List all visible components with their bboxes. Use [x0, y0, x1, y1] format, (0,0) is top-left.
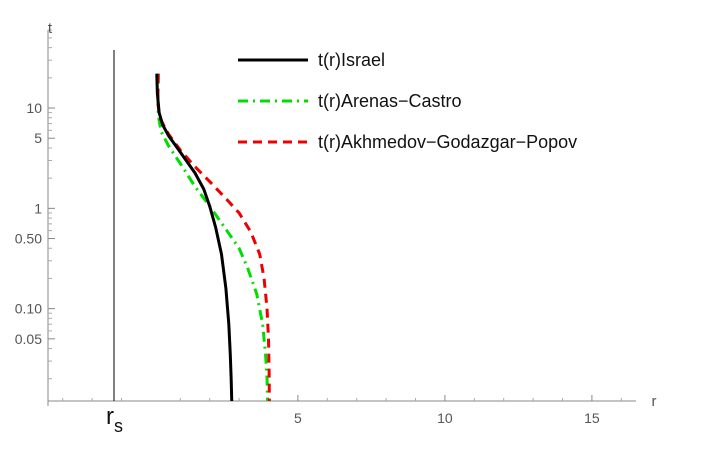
legend: t(r)Israel t(r)Arenas−Castro t(r)Akhmedo… — [238, 50, 577, 152]
y-tick-label: 0.50 — [15, 231, 42, 247]
rs-label-main: r — [106, 403, 114, 430]
y-axis-label: t — [48, 20, 53, 37]
series-line-0 — [155, 73, 234, 402]
x-axis-label: r — [652, 393, 657, 410]
y-ticks: 10 5 1 0.50 0.10 0.05 — [15, 29, 55, 380]
rs-tick-label: rs — [106, 403, 123, 436]
y-tick-label: 10 — [26, 100, 42, 116]
legend-label-akhmedov-godazgar-popov: t(r)Akhmedov−Godazgar−Popov — [318, 132, 577, 152]
x-tick-label: 5 — [294, 410, 302, 426]
series-line-2 — [156, 73, 271, 402]
legend-label-israel: t(r)Israel — [318, 50, 385, 70]
x-tick-label: 15 — [584, 410, 600, 426]
x-ticks: 5 10 15 — [62, 395, 622, 426]
legend-label-arenas-castro: t(r)Arenas−Castro — [318, 91, 462, 111]
y-tick-label: 0.10 — [15, 301, 42, 317]
rs-label-sub: s — [114, 416, 123, 436]
x-tick-label: 10 — [437, 410, 453, 426]
series-layer — [155, 73, 271, 402]
y-tick-label: 0.05 — [15, 331, 42, 347]
y-tick-label: 5 — [34, 130, 42, 146]
series-line-1 — [156, 73, 270, 402]
y-tick-label: 1 — [34, 200, 42, 216]
